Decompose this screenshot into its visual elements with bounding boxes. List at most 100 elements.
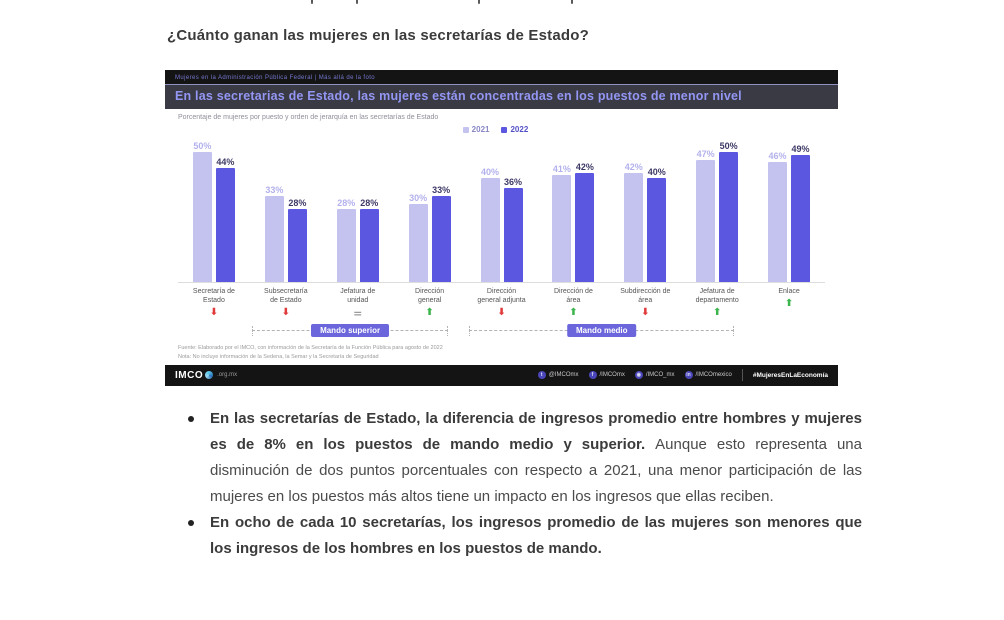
bullet-list: En las secretarías de Estado, la diferen… [184, 406, 862, 562]
bar-value-label: 36% [503, 177, 522, 188]
clipped-text-fragment [571, 0, 573, 4]
page-title: ¿Cuánto ganan las mujeres en las secreta… [167, 27, 589, 44]
bar-plot: 50% 44% 33% 28% 28% 28% 30% 33% 40% 36% 41% 42% 42% 4… [178, 123, 825, 283]
social-handle[interactable]: f/IMCOmx [588, 371, 625, 380]
bar-column: 28% [336, 198, 356, 282]
bar-value-label: 50% [719, 141, 738, 151]
category-label-line: de Estado [270, 297, 302, 305]
bar-column: 28% [287, 198, 307, 282]
bar-2021 [336, 209, 356, 282]
infographic-kicker: Mujeres en la Administración Pública Fed… [175, 75, 376, 81]
social-handle[interactable]: t @IMCOmx [537, 371, 579, 380]
source-note: Fuente: Elaborado por el IMCO, con infor… [178, 345, 443, 352]
category-label-line: Jefatura de [699, 288, 735, 295]
bar-value-label: 33% [432, 185, 451, 196]
legend-swatch-icon [501, 126, 508, 133]
bar-column: 36% [503, 177, 523, 282]
bar-2021 [480, 178, 500, 282]
social-list: t @IMCOmx f/IMCOmx ◉/IMCO_mx in/IMCOmexico [537, 371, 732, 380]
bracket-tick [733, 326, 735, 337]
campaign-hashtag: #MujeresEnLaEconomía [752, 371, 828, 379]
category-label-line: general [417, 297, 442, 305]
category-label-line: Subdirección de [620, 288, 671, 295]
imco-logo: IMCO .org.mx [175, 370, 237, 381]
bar-column: 33% [431, 185, 451, 282]
category-label-line: Dirección de [553, 288, 593, 295]
bar-column: 41% [552, 164, 572, 282]
bracket-tick [252, 326, 254, 337]
bullet-dot [188, 520, 194, 526]
infographic-header: Mujeres en la Administración Pública Fed… [165, 70, 838, 109]
bracket-zone: Mando superior Mando medio [178, 321, 825, 341]
infographic-title-band: En las secretarias de Estado, las mujere… [165, 84, 838, 109]
legend-label: 2021 [471, 125, 490, 134]
social-handle[interactable]: ◉/IMCO_mx [634, 371, 675, 380]
chart-body: Porcentaje de mujeres por puesto y orden… [165, 109, 838, 364]
footer-right: t @IMCOmx f/IMCOmx ◉/IMCO_mx in/IMCOmexico #… [537, 369, 828, 382]
bracket-tick [446, 326, 448, 337]
category-label-line: Estado [203, 297, 225, 305]
bar-group-2: 33% 28% [250, 185, 322, 282]
social-handle-text: /IMCOmexico [695, 372, 732, 379]
category-label: Dirección general ⬆ [394, 287, 466, 319]
bar-value-label: 28% [360, 198, 379, 209]
bullet-regular-text: Aunque esto representa una disminución d… [210, 436, 862, 505]
trend-equal-icon: = [353, 307, 363, 321]
bar-column: 44% [215, 156, 235, 282]
bar-column: 40% [480, 167, 500, 282]
bar-column: 47% [696, 149, 716, 282]
trend-up-icon: ⬆ [569, 307, 578, 319]
social-handle-text: /IMCOmx [599, 372, 625, 379]
level-bracket-2: Mando medio [469, 324, 735, 338]
category-label-line: Subsecretaría [264, 288, 308, 295]
trend-down-icon: ⬇ [497, 307, 506, 319]
category-label: Dirección de área ⬆ [537, 287, 609, 319]
category-label: Enlace ⬆ [753, 287, 825, 319]
bar-column: 33% [264, 185, 284, 282]
bar-value-label: 44% [216, 156, 235, 167]
bar-value-label: 49% [791, 143, 810, 154]
bullet-bold-text: En las secretarías de Estado, la diferen… [210, 410, 862, 453]
bar-group-8: 47% 50% [681, 141, 753, 282]
twitter-icon: t [537, 371, 546, 380]
category-label-line: Secretaría de [192, 288, 235, 295]
clipped-text-fragment [311, 0, 313, 4]
bar-2022 [575, 172, 595, 282]
clipped-text-fragment [478, 0, 480, 4]
bar-value-label: 42% [624, 161, 643, 172]
category-label-line: área [566, 297, 581, 305]
bar-group-9: 46% 49% [753, 144, 825, 282]
bar-group-7: 42% 40% [609, 162, 681, 282]
imco-logo-text: IMCO [175, 369, 204, 381]
clipped-text-fragment [356, 0, 358, 4]
social-handle[interactable]: in/IMCOmexico [684, 371, 732, 380]
bar-value-label: 28% [288, 198, 307, 209]
category-label: Secretaría de Estado ⬇ [178, 287, 250, 319]
bar-group-6: 41% 42% [537, 162, 609, 282]
category-row: Secretaría de Estado ⬇ Subsecretaría de Esta… [178, 287, 825, 319]
legend-item-2022: 2022 [501, 125, 528, 134]
category-label-line: Dirección [415, 288, 445, 295]
category-label-line: general adjunta [477, 297, 526, 305]
bar-value-label: 50% [193, 141, 212, 151]
bullet-bold-text: En ocho de cada 10 secretarías, los ingr… [210, 514, 862, 557]
trend-up-icon: ⬆ [712, 307, 722, 319]
bar-column: 42% [624, 161, 644, 282]
category-label: Subdirección de área ⬇ [609, 287, 681, 319]
chart-footnotes: Fuente: Elaborado por el IMCO, con infor… [178, 344, 825, 362]
bar-2022 [287, 209, 307, 282]
bar-group-4: 30% 33% [394, 185, 466, 282]
method-note: Nota: No incluye información de la Seden… [178, 353, 379, 360]
bar-2021 [264, 196, 284, 282]
bar-group-1: 50% 44% [178, 141, 250, 282]
trend-down-icon: ⬇ [209, 307, 219, 319]
category-label-line: área [638, 297, 653, 305]
bar-2021 [192, 152, 212, 282]
category-label: Dirección general adjunta ⬇ [466, 287, 538, 319]
linkedin-icon: in [684, 371, 693, 380]
category-label: Subsecretaría de Estado ⬇ [250, 287, 322, 319]
social-handle-text: /IMCO_mx [645, 372, 675, 379]
category-label-line: departamento [695, 297, 739, 305]
trend-up-icon: ⬆ [784, 298, 794, 310]
bullet-item: En las secretarías de Estado, la diferen… [184, 406, 862, 510]
